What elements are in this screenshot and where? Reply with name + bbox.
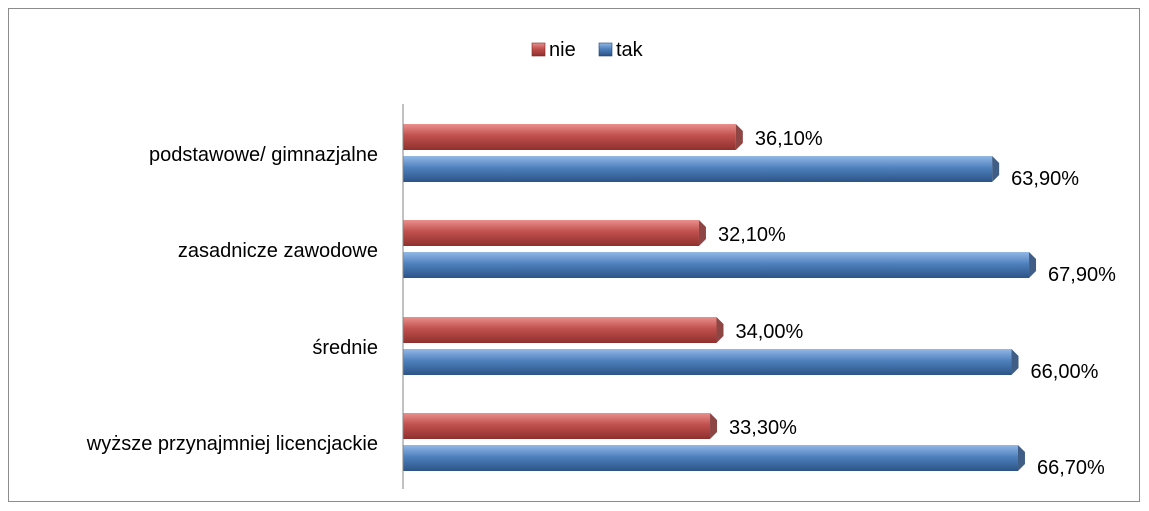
data-label-nie-0: 36,10% — [755, 128, 823, 150]
bar-cap-nie-3 — [710, 413, 718, 439]
bar-tak-1 — [403, 252, 1030, 278]
legend: nie tak — [531, 39, 644, 61]
bar-cap-nie-2 — [716, 317, 724, 343]
legend-label-nie: nie — [549, 39, 576, 61]
legend-swatch-tak — [598, 42, 613, 57]
category-label-2: średnie — [312, 337, 378, 359]
data-label-nie-3: 33,30% — [729, 417, 797, 439]
bar-cap-tak-0 — [992, 156, 1000, 182]
data-label-nie-2: 34,00% — [735, 321, 803, 343]
bar-cap-tak-1 — [1029, 252, 1037, 278]
bar-nie-1 — [403, 220, 699, 246]
data-label-tak-0: 63,90% — [1011, 168, 1079, 190]
data-label-tak-1: 67,90% — [1048, 264, 1116, 286]
legend-swatch-nie — [531, 42, 546, 57]
bar-nie-3 — [403, 413, 711, 439]
bar-nie-2 — [403, 317, 717, 343]
bar-tak-3 — [403, 445, 1018, 471]
bar-cap-tak-3 — [1017, 445, 1025, 471]
bars-group — [403, 124, 1037, 471]
bar-cap-nie-0 — [735, 124, 743, 150]
bar-cap-nie-1 — [698, 220, 706, 246]
bar-nie-0 — [403, 124, 736, 150]
data-label-nie-1: 32,10% — [718, 224, 786, 246]
bar-cap-tak-2 — [1011, 349, 1019, 375]
legend-label-tak: tak — [616, 39, 644, 61]
data-label-tak-3: 66,70% — [1037, 457, 1105, 479]
category-label-3: wyższe przynajmniej licencjackie — [86, 433, 378, 455]
category-label-1: zasadnicze zawodowe — [178, 240, 378, 262]
data-label-tak-2: 66,00% — [1031, 361, 1099, 383]
bar-tak-2 — [403, 349, 1012, 375]
labels-group: 36,10% 63,90% podstawowe/ gimnazjalne 32,10… — [86, 128, 1116, 479]
category-label-0: podstawowe/ gimnazjalne — [149, 144, 378, 166]
bar-tak-0 — [403, 156, 993, 182]
